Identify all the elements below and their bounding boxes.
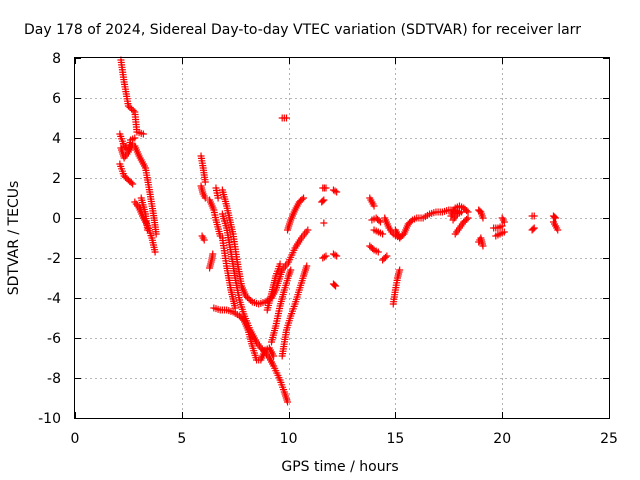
data-point [552,214,560,222]
data-point [464,214,472,222]
data-point [529,225,537,233]
data-point [322,252,330,260]
data-point [245,295,253,303]
data-point [479,242,487,250]
y-tick-labels: -10 -8 -6 -4 -2 0 2 4 6 8 [38,51,61,427]
chart-title: Day 178 of 2024, Sidereal Day-to-day VTE… [24,22,581,38]
y-tick-label: 0 [52,211,61,227]
data-point [139,130,147,138]
y-tick-label: -10 [38,411,61,427]
data-point [298,195,306,203]
data-point [376,218,384,226]
data-point [320,253,328,261]
data-point [320,219,328,227]
data-point [247,297,255,304]
data-point [322,184,330,192]
x-tick-label: 10 [280,431,298,447]
data-point [201,178,209,186]
x-tick-label: 20 [493,431,511,447]
y-tick-label: 6 [52,91,61,107]
data-point [463,215,471,223]
data-point [370,202,378,210]
x-tick-label: 15 [386,431,404,447]
data-point [129,107,137,114]
data-point [551,213,559,221]
x-tick-label: 5 [177,431,186,447]
data-point [369,245,377,253]
data-point [127,179,135,187]
data-point [554,226,562,234]
data-point [209,250,217,258]
data-points [116,56,562,406]
y-tick-label: -2 [47,251,61,267]
data-point [331,187,339,195]
data-point [214,194,222,202]
plot-frame [74,57,610,419]
data-point [375,217,383,225]
data-point [303,262,311,270]
y-tick-label: 2 [52,171,61,187]
y-tick-label: -4 [47,291,61,307]
data-point [242,292,250,300]
data-point [300,194,308,202]
data-point [331,251,339,259]
data-point [396,266,404,274]
data-point [458,208,466,216]
x-tick-labels: 0 5 10 15 20 25 [71,431,618,447]
data-point [270,352,278,360]
data-point [282,114,290,122]
data-point [129,180,137,188]
data-point [331,281,339,289]
x-tick-label: 0 [71,431,80,447]
grid-lines [75,58,609,418]
data-point [498,222,506,230]
data-point [381,253,389,261]
y-axis-label: SDTVAR / TECUs [6,181,22,296]
y-tick-label: -8 [47,371,61,387]
data-point [126,104,134,111]
data-point [152,230,160,238]
data-point [284,398,292,406]
data-point [333,188,341,196]
y-tick-label: -6 [47,331,61,347]
y-tick-label: 8 [52,51,61,67]
data-point [201,194,209,202]
data-point [243,294,251,301]
data-point [144,226,152,234]
data-point [530,212,538,220]
data-point [287,266,295,274]
data-point [151,248,159,256]
data-point [374,248,382,256]
data-point [333,252,341,260]
data-point [383,252,391,260]
data-point [479,214,487,222]
data-point [131,134,139,142]
y-tick-label: 4 [52,131,61,147]
data-point [463,207,471,215]
data-point [319,197,327,205]
data-point [530,224,538,232]
data-point [304,226,312,234]
data-point [231,304,239,312]
data-point [320,196,328,204]
x-tick-label: 25 [600,431,618,447]
data-point [332,282,340,290]
data-point [276,260,284,268]
data-point [500,228,508,236]
data-point [200,236,208,244]
data-point [128,105,136,113]
data-point [379,230,387,238]
data-point [396,234,404,242]
data-point [464,208,472,216]
data-point [124,102,132,110]
data-point [500,218,508,226]
data-point [407,217,415,225]
x-axis-label: GPS time / hours [281,459,398,475]
